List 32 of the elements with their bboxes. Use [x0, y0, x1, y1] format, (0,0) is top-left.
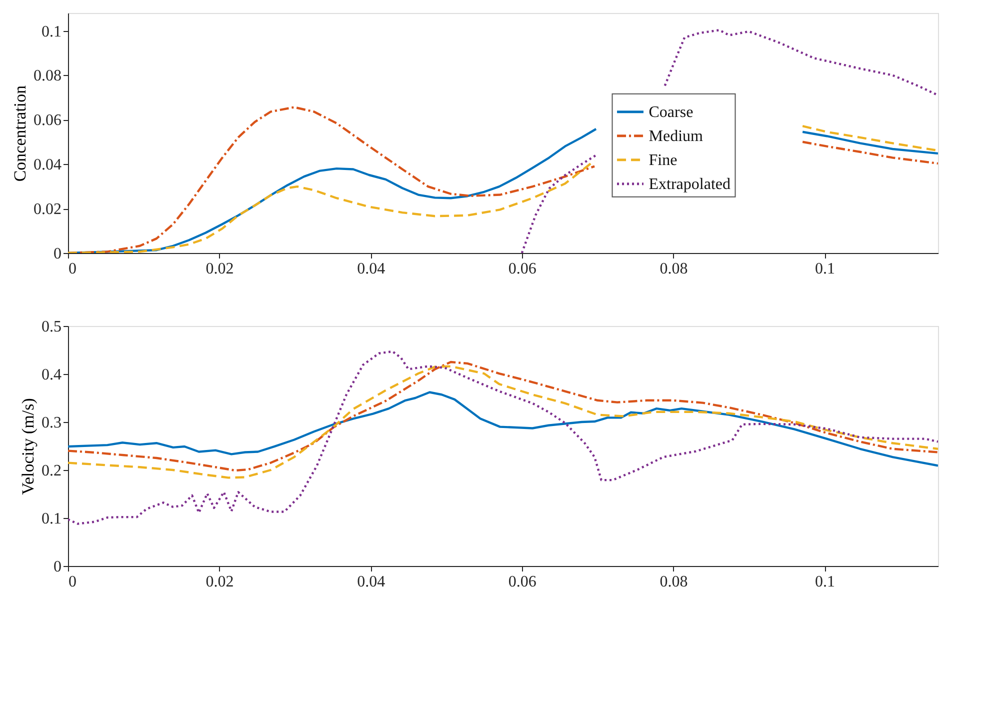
- x-tick-label: 0.06: [508, 260, 536, 278]
- x-tick-label: 0.04: [357, 574, 386, 590]
- y-axis-title: Concentration: [10, 84, 30, 182]
- legend-label: Fine: [648, 152, 678, 169]
- y-tick-label: 0.5: [42, 318, 62, 336]
- y-tick-label: 0.04: [34, 156, 62, 174]
- y-tick-label: 0.4: [42, 366, 62, 384]
- legend-label: Coarse: [648, 104, 694, 121]
- x-tick-label: 0.1: [815, 260, 836, 278]
- legend-label: Extrapolated: [648, 176, 730, 193]
- y-tick-label: 0.1: [42, 23, 62, 40]
- x-tick-label: 0.04: [357, 260, 386, 278]
- y-tick-label: 0.02: [34, 201, 62, 218]
- y-tick-label: 0.2: [42, 462, 62, 480]
- legend-label: Medium: [648, 128, 704, 145]
- y-tick-label: 0.1: [42, 510, 62, 528]
- x-tick-label: 0.06: [508, 574, 536, 590]
- line-series: [68, 350, 938, 525]
- y-tick-label: 0.3: [42, 414, 62, 432]
- x-tick-label: 0: [68, 260, 76, 278]
- x-tick-label: 0.08: [660, 574, 688, 590]
- y-axis-title: Velocity (m/s): [18, 398, 38, 495]
- line-series: [68, 391, 938, 467]
- y-tick-label: 0.08: [34, 68, 62, 85]
- y-tick-label: 0: [54, 246, 62, 262]
- x-tick-label: 0: [68, 574, 76, 590]
- y-tick-label: 0.06: [34, 112, 62, 130]
- x-tick-label: 0.08: [660, 260, 688, 278]
- x-tick-label: 0.02: [206, 260, 234, 278]
- y-tick-label: 0: [54, 558, 62, 576]
- x-tick-label: 0.02: [206, 574, 234, 590]
- x-tick-label: 0.1: [815, 574, 836, 590]
